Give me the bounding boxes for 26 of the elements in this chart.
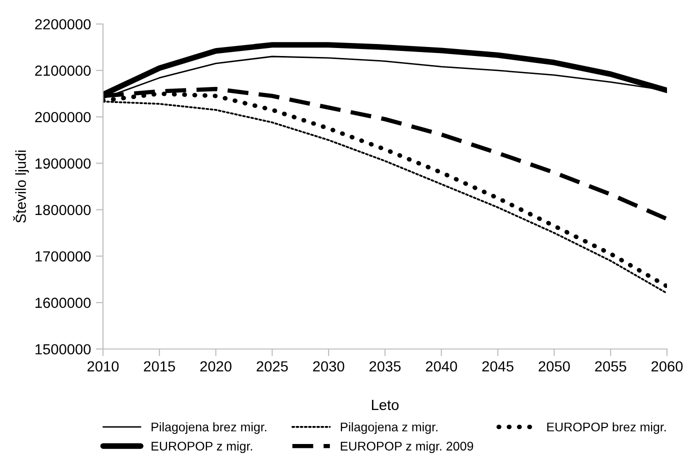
legend-label: EUROPOP z migr. 2009: [340, 441, 474, 454]
legend-label: EUROPOP z migr.: [152, 441, 252, 454]
x-tick-label: 2030: [313, 361, 344, 372]
legend-label: EUROPOP brez migr.: [547, 422, 666, 434]
legend-label: Pilagojena brez migr.: [152, 422, 266, 434]
x-tick-label: 2015: [144, 361, 176, 372]
y-tick-label: 2200000: [35, 19, 91, 30]
x-tick-label: 2035: [370, 361, 401, 372]
y-tick-label: 1700000: [36, 251, 91, 262]
x-tick-label: 2060: [652, 361, 683, 372]
y-tick-label: 1900000: [36, 158, 91, 169]
x-tick-label: 2045: [482, 361, 514, 372]
x-tick-label: 2040: [426, 361, 458, 372]
y-tick-label: 1600000: [36, 298, 91, 308]
x-tick-label: 2025: [256, 361, 288, 372]
legend-label: Pilagojena z migr.: [340, 422, 438, 434]
x-tick-label: 2050: [538, 361, 570, 372]
y-axis-title: Število ljudi: [13, 150, 29, 223]
x-tick-label: 2020: [200, 361, 232, 372]
x-axis-title: Leto: [372, 400, 399, 410]
x-tick-label: 2010: [88, 361, 119, 372]
x-tick-label: 2055: [595, 361, 626, 372]
y-tick-label: 1800000: [36, 204, 91, 216]
y-tick-label: 2000000: [35, 112, 91, 122]
y-tick-label: 2100000: [35, 66, 91, 76]
y-tick-label: 1500000: [36, 344, 91, 354]
